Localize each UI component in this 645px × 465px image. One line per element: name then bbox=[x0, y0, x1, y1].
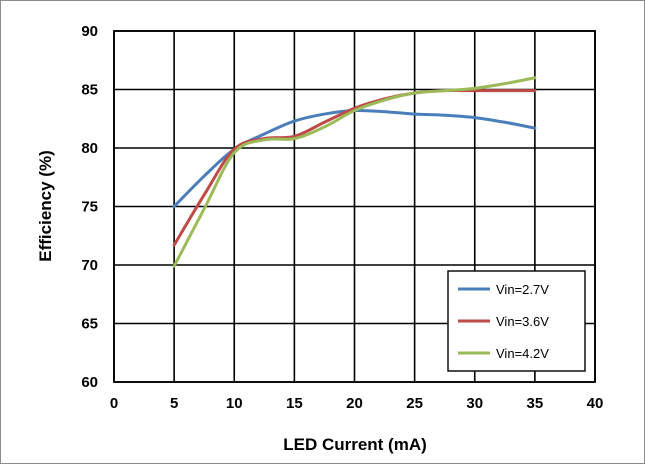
x-axis-label: LED Current (mA) bbox=[283, 435, 427, 454]
y-tick-label: 65 bbox=[81, 316, 98, 333]
x-tick-label: 30 bbox=[466, 395, 483, 412]
grid bbox=[113, 30, 596, 383]
legend: Vin=2.7V Vin=3.6V Vin=4.2V bbox=[447, 270, 586, 372]
y-tick-label: 85 bbox=[81, 82, 98, 99]
legend-label-3: Vin=4.2V bbox=[496, 346, 549, 361]
y-tick-label: 75 bbox=[81, 199, 98, 216]
y-axis-label: Efficiency (%) bbox=[36, 150, 55, 261]
x-tick-label: 15 bbox=[286, 395, 303, 412]
y-tick-label: 90 bbox=[81, 23, 98, 40]
tick-labels: 0 5 10 15 20 25 30 35 40 60 65 70 75 80 85 90 bbox=[81, 23, 603, 412]
series-line-2 bbox=[172, 88, 537, 247]
y-tick-label: 70 bbox=[81, 257, 98, 274]
legend-label-1: Vin=2.7V bbox=[496, 282, 549, 297]
plot-area-border bbox=[113, 30, 596, 383]
x-tick-label: 5 bbox=[170, 395, 178, 412]
x-tick-label: 35 bbox=[527, 395, 544, 412]
x-tick-label: 20 bbox=[346, 395, 363, 412]
y-tick-label: 60 bbox=[81, 374, 98, 391]
x-tick-label: 40 bbox=[587, 395, 604, 412]
x-tick-label: 0 bbox=[110, 395, 118, 412]
series-group bbox=[172, 76, 537, 268]
y-tick-label: 80 bbox=[81, 140, 98, 157]
x-tick-label: 10 bbox=[226, 395, 243, 412]
series-line-3 bbox=[172, 76, 537, 268]
legend-label-2: Vin=3.6V bbox=[496, 314, 549, 329]
x-tick-label: 25 bbox=[406, 395, 423, 412]
